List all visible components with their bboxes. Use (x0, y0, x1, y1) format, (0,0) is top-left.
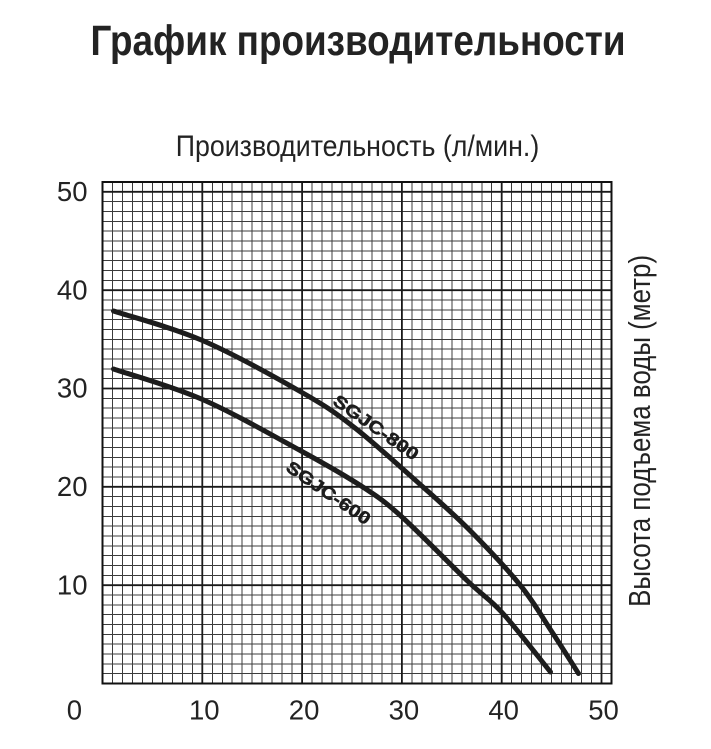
svg-text:20: 20 (57, 471, 88, 502)
svg-text:30: 30 (389, 695, 420, 726)
svg-text:Высота подъема воды (метр): Высота подъема воды (метр) (623, 255, 657, 607)
svg-text:40: 40 (57, 274, 88, 305)
svg-text:График производительности: График производительности (91, 17, 626, 65)
svg-text:Производительность (л/мин.): Производительность (л/мин.) (176, 130, 540, 163)
svg-text:0: 0 (67, 695, 82, 726)
svg-text:20: 20 (289, 695, 320, 726)
svg-text:10: 10 (57, 569, 88, 600)
svg-text:50: 50 (57, 176, 88, 207)
svg-text:10: 10 (189, 695, 220, 726)
svg-text:30: 30 (57, 373, 88, 404)
svg-text:50: 50 (588, 695, 619, 726)
svg-text:40: 40 (488, 695, 519, 726)
